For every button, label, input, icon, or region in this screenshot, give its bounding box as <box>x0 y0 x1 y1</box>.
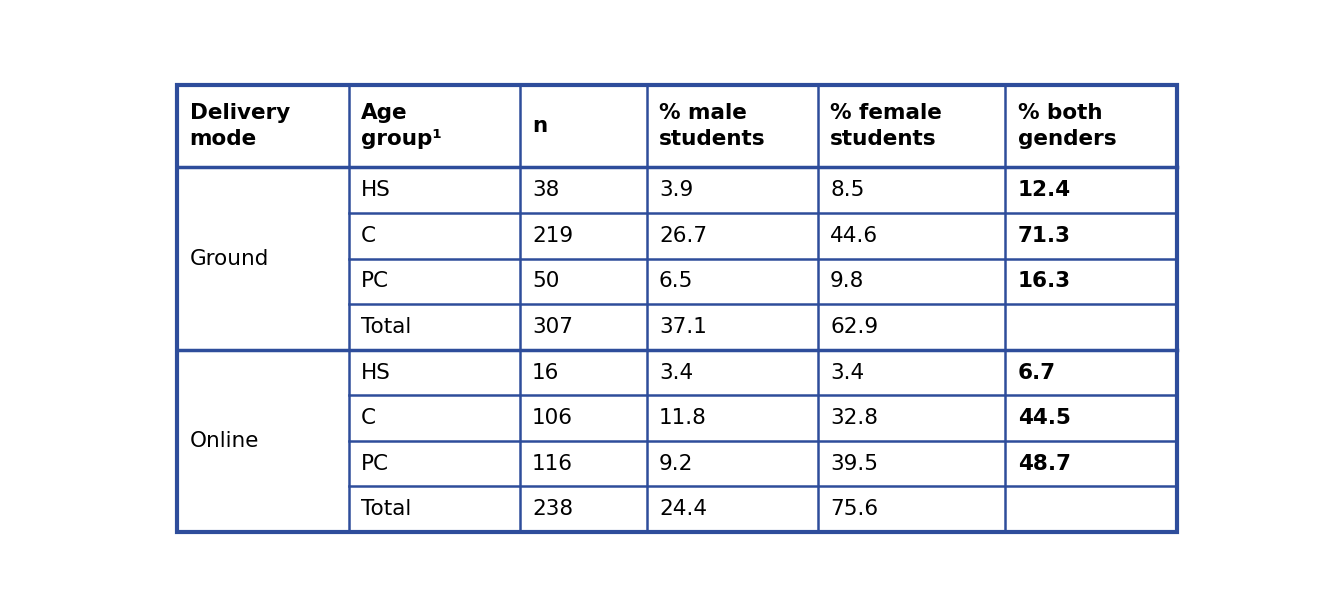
Text: % both
genders: % both genders <box>1017 103 1116 149</box>
Text: Age
group¹: Age group¹ <box>361 103 441 149</box>
Text: PC: PC <box>361 453 388 474</box>
Text: 44.6: 44.6 <box>830 226 878 246</box>
Text: 44.5: 44.5 <box>1017 408 1070 428</box>
Text: 38: 38 <box>532 180 559 200</box>
Text: 12.4: 12.4 <box>1017 180 1071 200</box>
Text: 219: 219 <box>532 226 573 246</box>
Text: 106: 106 <box>532 408 573 428</box>
Text: 6.5: 6.5 <box>659 271 694 291</box>
Text: Delivery
mode: Delivery mode <box>190 103 289 149</box>
Text: 62.9: 62.9 <box>830 317 878 337</box>
Text: PC: PC <box>361 271 388 291</box>
Text: 26.7: 26.7 <box>659 226 707 246</box>
Text: 3.9: 3.9 <box>659 180 694 200</box>
Text: Total: Total <box>361 317 411 337</box>
Text: 307: 307 <box>532 317 573 337</box>
Text: 32.8: 32.8 <box>830 408 878 428</box>
Text: 37.1: 37.1 <box>659 317 707 337</box>
Text: C: C <box>361 226 376 246</box>
Text: HS: HS <box>361 180 391 200</box>
Text: % male
students: % male students <box>659 103 766 149</box>
Text: 24.4: 24.4 <box>659 499 707 519</box>
Text: 50: 50 <box>532 271 559 291</box>
Text: Ground: Ground <box>190 249 269 269</box>
Text: Online: Online <box>190 431 259 451</box>
Text: 9.2: 9.2 <box>659 453 694 474</box>
Text: 48.7: 48.7 <box>1017 453 1071 474</box>
Text: 116: 116 <box>532 453 573 474</box>
Text: 8.5: 8.5 <box>830 180 864 200</box>
Text: 16.3: 16.3 <box>1017 271 1071 291</box>
Text: 71.3: 71.3 <box>1017 226 1071 246</box>
Text: HS: HS <box>361 362 391 382</box>
Text: 3.4: 3.4 <box>659 362 694 382</box>
Text: 39.5: 39.5 <box>830 453 878 474</box>
Text: 6.7: 6.7 <box>1017 362 1055 382</box>
Text: 3.4: 3.4 <box>830 362 864 382</box>
Text: n: n <box>532 116 547 136</box>
Text: Total: Total <box>361 499 411 519</box>
Text: 9.8: 9.8 <box>830 271 864 291</box>
Text: 16: 16 <box>532 362 559 382</box>
Text: 75.6: 75.6 <box>830 499 878 519</box>
Text: 238: 238 <box>532 499 573 519</box>
Text: C: C <box>361 408 376 428</box>
Text: 11.8: 11.8 <box>659 408 707 428</box>
Text: % female
students: % female students <box>830 103 942 149</box>
